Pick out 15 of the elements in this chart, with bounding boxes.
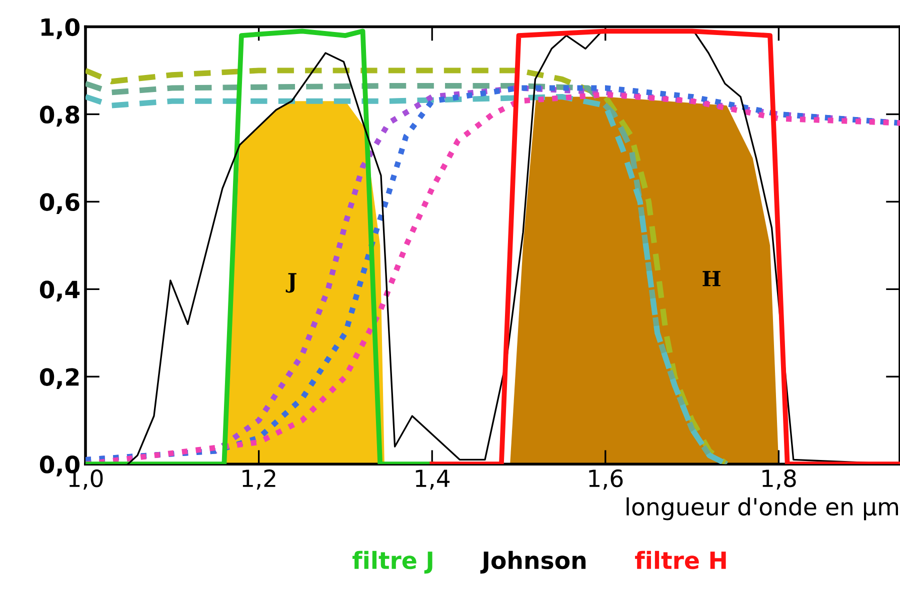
x-tick-label: 1,6 [589, 469, 623, 490]
x-axis-title: longueur d'onde en µm [626, 497, 898, 520]
text: filtre J [352, 550, 432, 574]
x-tick-label: 1,8 [762, 469, 796, 490]
x-tick-label: 1,4 [416, 470, 450, 490]
y-tick-label: 0,8 [40, 106, 80, 127]
annotation: H [702, 270, 720, 286]
text: filtre H [635, 550, 726, 570]
x-tick-label: 1,2 [242, 469, 276, 490]
y-tick-label: 0,6 [40, 193, 80, 214]
y-tick-label: 0,4 [40, 280, 80, 302]
y-tick-label: 1,0 [41, 18, 80, 40]
annotation: J [286, 273, 296, 293]
y-tick-label: 0,2 [40, 368, 79, 389]
text: Johnson [480, 550, 586, 574]
